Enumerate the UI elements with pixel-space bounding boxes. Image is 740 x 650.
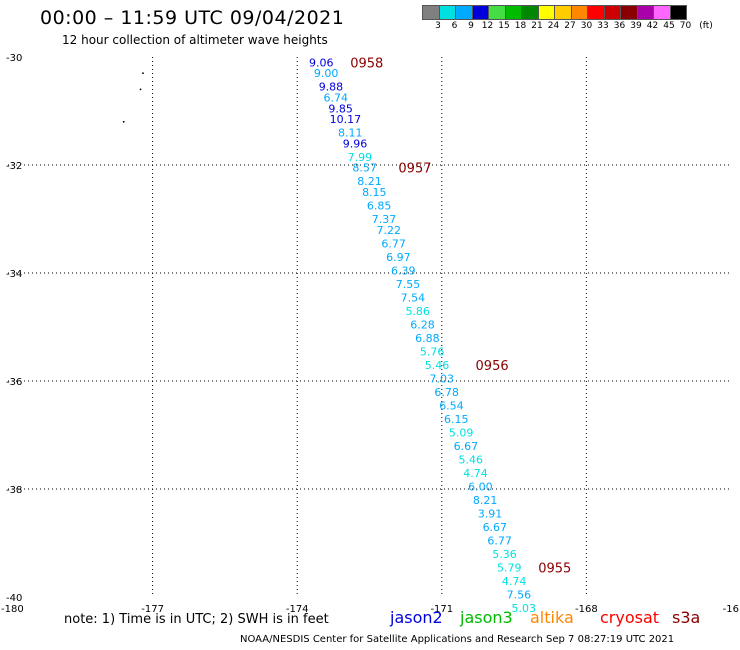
legend-unit: (ft): [699, 21, 713, 31]
swh-data-label: 9.85: [328, 102, 353, 115]
x-tick-label: -177: [141, 604, 164, 615]
legend-label: 24: [547, 21, 560, 31]
swh-data-label: 5.86: [405, 305, 430, 318]
swh-data-label: 9.88: [319, 81, 344, 94]
swh-data-label: 5.46: [458, 453, 483, 466]
satellite-altika: altika: [530, 608, 574, 627]
note-text: note: 1) Time is in UTC; 2) SWH is in fe…: [64, 612, 329, 627]
color-legend: [422, 5, 687, 20]
swh-data-label: 5.36: [492, 548, 517, 561]
x-tick-label: -168: [575, 604, 598, 615]
swh-data-label: 6.28: [410, 318, 435, 331]
land-dot: [142, 72, 144, 75]
time-annotation: 0958: [350, 56, 383, 71]
swh-data-label: 9.06: [309, 56, 334, 69]
swh-data-label: 4.74: [502, 575, 527, 588]
legend-label: 30: [580, 21, 593, 31]
swh-data-label: 5.79: [497, 561, 522, 574]
legend-label: 9: [468, 21, 474, 31]
legend-label: 33: [597, 21, 609, 31]
swh-data-label: 7.54: [401, 291, 426, 304]
swh-data-label: 7.22: [377, 224, 402, 237]
satellite-jason3: jason3: [460, 608, 513, 627]
legend-label: 27: [564, 21, 576, 31]
swh-data-label: 7.55: [396, 278, 421, 291]
swh-data-label: 9.96: [343, 137, 368, 150]
legend-label: 39: [630, 21, 642, 31]
swh-data-label: 6.77: [487, 534, 512, 547]
swh-data-label: 8.15: [362, 186, 387, 199]
land-dot: [139, 88, 142, 91]
swh-data-label: 5.03: [511, 602, 536, 615]
swh-data-label: 9.00: [314, 67, 339, 80]
y-tick-label: -30: [6, 53, 22, 64]
y-tick-label: -32: [6, 161, 22, 172]
swh-data-label: 10.17: [330, 113, 362, 126]
x-tick-label: -174: [286, 604, 309, 615]
swh-data-label: 6.77: [381, 237, 406, 250]
time-annotation: 0957: [398, 162, 431, 177]
legend-label: 15: [498, 21, 510, 31]
swh-data-label: 6.78: [434, 386, 459, 399]
land-dot: [122, 120, 125, 123]
swh-data-label: 5.09: [449, 426, 474, 439]
swh-data-label: 8.21: [357, 175, 382, 188]
footer-credit: NOAA/NESDIS Center for Satellite Applica…: [240, 634, 675, 645]
legend-label: 18: [514, 21, 527, 31]
swh-data-label: 7.56: [507, 588, 532, 601]
legend-label: 3: [435, 21, 441, 31]
swh-data-label: 5.76: [420, 345, 445, 358]
swh-data-label: 6.54: [439, 399, 464, 412]
swh-data-label: 6.00: [468, 480, 493, 493]
swh-data-label: 7.37: [372, 213, 397, 226]
y-tick-label: -34: [6, 269, 22, 280]
swh-data-label: 8.11: [338, 127, 363, 140]
chart-subtitle: 12 hour collection of altimeter wave hei…: [62, 33, 328, 47]
chart-title: 00:00 – 11:59 UTC 09/04/2021: [40, 7, 345, 29]
legend-label: 42: [646, 21, 659, 31]
swh-data-label: 8.21: [473, 494, 498, 507]
swh-data-label: 6.67: [483, 521, 508, 534]
legend-label: 21: [531, 21, 543, 31]
swh-data-label: 6.74: [324, 92, 349, 105]
satellite-jason2: jason2: [390, 608, 443, 627]
x-tick-label: -16: [723, 604, 739, 615]
satellite-s3a: s3a: [672, 608, 701, 627]
x-tick-label: -171: [430, 604, 453, 615]
legend-label: 36: [613, 21, 626, 31]
swh-data-label: 6.97: [386, 251, 411, 264]
swh-data-label: 7.03: [430, 372, 455, 385]
swh-data-label: 6.88: [415, 332, 440, 345]
swh-data-label: 6.39: [391, 264, 416, 277]
legend-label: 12: [481, 21, 494, 31]
x-tick-label: -180: [1, 604, 24, 615]
y-tick-label: -36: [6, 377, 22, 388]
swh-data-label: 6.15: [444, 413, 469, 426]
satellite-cryosat: cryosat: [600, 608, 660, 627]
legend-label: 6: [451, 21, 458, 31]
legend-label: 45: [663, 21, 675, 31]
time-annotation: 0956: [476, 359, 509, 374]
swh-data-label: 5.46: [425, 359, 450, 372]
swh-data-label: 8.57: [352, 162, 377, 175]
legend-swatch: [669, 5, 687, 20]
swh-data-label: 6.67: [454, 440, 479, 453]
time-annotation: 0955: [538, 561, 571, 576]
swh-data-label: 7.99: [348, 151, 373, 164]
y-tick-label: -40: [6, 593, 22, 604]
swh-data-label: 4.74: [463, 467, 488, 480]
y-tick-label: -38: [6, 485, 22, 496]
swh-data-label: 3.91: [478, 507, 503, 520]
legend-label: 70: [679, 21, 692, 31]
swh-data-label: 6.85: [367, 200, 392, 213]
